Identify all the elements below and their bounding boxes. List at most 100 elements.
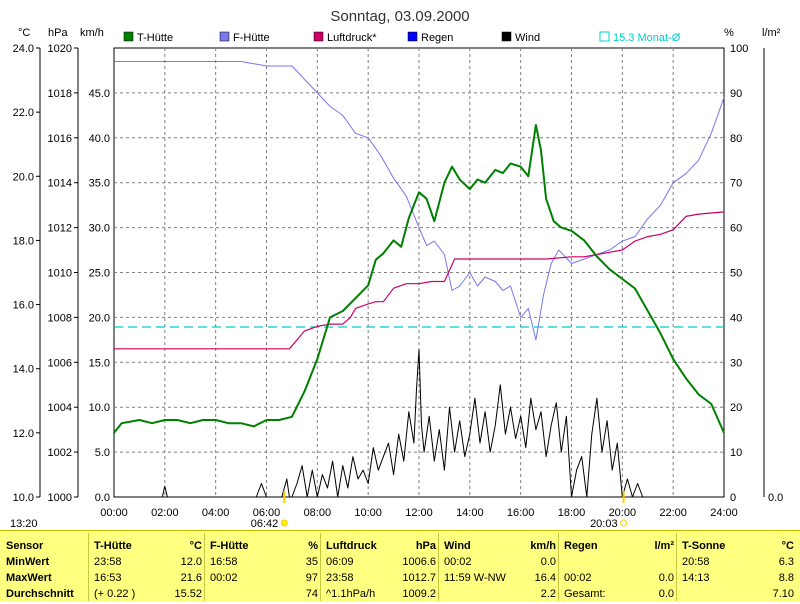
table-row: 20:58 6.3 [678, 556, 798, 572]
table-row: 74 [206, 588, 322, 604]
table-cell-time: Gesamt: [564, 588, 606, 600]
table-cell-value: 0.0 [540, 556, 556, 568]
table-row: 00:02 0.0 [440, 556, 560, 572]
table-header: Wind km/h [440, 540, 560, 556]
x-tick-label: 02:00 [151, 507, 179, 519]
legend-swatch-monthly-mean [599, 31, 610, 42]
pressure-tick-label: 1004 [48, 402, 72, 414]
table-row-label: MaxWert [6, 572, 52, 584]
table-header-label: T-Hütte [94, 540, 132, 552]
table-separator [676, 533, 677, 601]
table-column-t_huette: T-Hütte °C 23:58 12.0 16:53 21.6 (+ 0.22 ) 15.5… [90, 534, 206, 600]
table-header: Luftdruck hPa [322, 540, 440, 556]
table-row: 16:53 21.6 [90, 572, 206, 588]
table-separator [204, 533, 205, 601]
table-row: (+ 0.22 ) 15.52 [90, 588, 206, 604]
x-tick-label: 14:00 [456, 507, 484, 519]
table-cell-time: 11:59 W-NW [444, 572, 506, 584]
table-cell-value: 21.6 [180, 572, 202, 584]
weather-chart: Sonntag, 03.09.2000 13:20 24.0 22.0 20.0 18… [10, 8, 783, 530]
wind-unit-label: km/h [80, 27, 104, 39]
series-line-f-h-tte [114, 61, 725, 341]
table-column-regen: Regen l/m² 00:02 0.0 Gesamt: 0.0 [560, 534, 678, 600]
humidity-tick-label: 60 [730, 223, 742, 235]
temp-tick-label: 10.0 [13, 492, 34, 504]
legend-swatch [313, 31, 324, 42]
x-tick-label: 12:00 [405, 507, 433, 519]
humidity-tick-label: 0 [730, 492, 736, 504]
table-header: Sensor [2, 540, 90, 556]
x-tick-label: 04:00 [202, 507, 230, 519]
humidity-unit-label: % [724, 27, 734, 39]
sunset-icon [620, 519, 628, 527]
pressure-tick-label: 1000 [48, 492, 72, 504]
table-cell-value: 1009.2 [402, 588, 436, 600]
table-header: T-Hütte °C [90, 540, 206, 556]
temp-tick-label: 16.0 [13, 300, 34, 312]
table-row: 11:59 W-NW 16.4 [440, 572, 560, 588]
humidity-tick-label: 10 [730, 447, 742, 459]
temp-tick-label: 14.0 [13, 364, 34, 376]
table-cell-time: 23:58 [326, 572, 354, 584]
table-header-unit: °C [781, 540, 794, 552]
x-tick-label: 10:00 [354, 507, 382, 519]
table-header: Regen l/m² [560, 540, 678, 556]
table-row: 00:02 0.0 [560, 572, 678, 588]
x-tick-label: 24:00 [710, 507, 738, 519]
statistics-table: Sensor MinWert MaxWert Durchschnitt T-Hütte °… [0, 530, 800, 602]
temp-tick-label: 12.0 [13, 428, 34, 440]
x-tick-label: 18:00 [558, 507, 586, 519]
time-label: 13:20 [10, 518, 38, 530]
humidity-tick-label: 70 [730, 178, 742, 190]
table-cell-value: 12.0 [180, 556, 202, 568]
table-header-unit: km/h [530, 540, 556, 552]
table-cell-time: 20:58 [682, 556, 710, 568]
temp-tick-label: 24.0 [13, 43, 34, 55]
table-header-unit: % [308, 540, 318, 552]
table-column-luftdruck: Luftdruck hPa 06:09 1006.6 23:58 1012.7 ^1.1hP… [322, 534, 440, 600]
table-cell-value: 6.3 [778, 556, 794, 568]
table-separator [558, 533, 559, 601]
table-cell-value: 0.0 [658, 588, 674, 600]
legend-label: T-Hütte [137, 32, 173, 44]
table-row: 2.2 [440, 588, 560, 604]
x-tick-label: 16:00 [507, 507, 535, 519]
table-cell-value: 15.52 [174, 588, 202, 600]
table-header-unit: l/m² [654, 540, 674, 552]
x-tick-label: 06:00 [253, 507, 281, 519]
series-line-luftdruck [114, 211, 725, 350]
table-header-label: T-Sonne [682, 540, 726, 552]
pressure-tick-label: 1016 [48, 133, 72, 145]
table-separator [88, 533, 89, 601]
table-cell-value: 7.10 [772, 588, 794, 600]
table-column-t_sonne: T-Sonne °C 20:58 6.3 14:13 8.8 7.10 [678, 534, 798, 600]
table-header-unit: °C [189, 540, 202, 552]
humidity-tick-label: 30 [730, 357, 742, 369]
legend-swatch [219, 31, 230, 42]
legend-swatch [407, 31, 418, 42]
table-header: T-Sonne °C [678, 540, 798, 556]
wind-tick-label: 20.0 [89, 312, 110, 324]
sunrise-time: 06:42 [251, 518, 279, 530]
table-row: 7.10 [678, 588, 798, 604]
table-cell-time: (+ 0.22 ) [94, 588, 136, 600]
legend-label: Wind [515, 32, 540, 44]
table-row: 06:09 1006.6 [322, 556, 440, 572]
pressure-unit-label: hPa [48, 27, 68, 39]
wind-tick-label: 15.0 [89, 357, 110, 369]
table-cell-time: 23:58 [94, 556, 122, 568]
table-row: MinWert [2, 556, 90, 572]
pressure-tick-label: 1014 [48, 178, 72, 190]
table-cell-value: 35 [305, 556, 318, 568]
rain-unit-label: l/m² [762, 27, 781, 39]
chart-title: Sonntag, 03.09.2000 [330, 8, 469, 25]
table-header-label: F-Hütte [210, 540, 249, 552]
x-tick-label: 22:00 [659, 507, 687, 519]
pressure-tick-label: 1010 [48, 268, 72, 280]
table-row-label: MinWert [6, 556, 50, 568]
humidity-tick-label: 40 [730, 312, 742, 324]
table-column-wind: Wind km/h 00:02 0.0 11:59 W-NW 16.4 2.2 [440, 534, 560, 600]
table-cell-time: 06:09 [326, 556, 354, 568]
table-row: 00:02 97 [206, 572, 322, 588]
table-row: ^1.1hPa/h 1009.2 [322, 588, 440, 604]
